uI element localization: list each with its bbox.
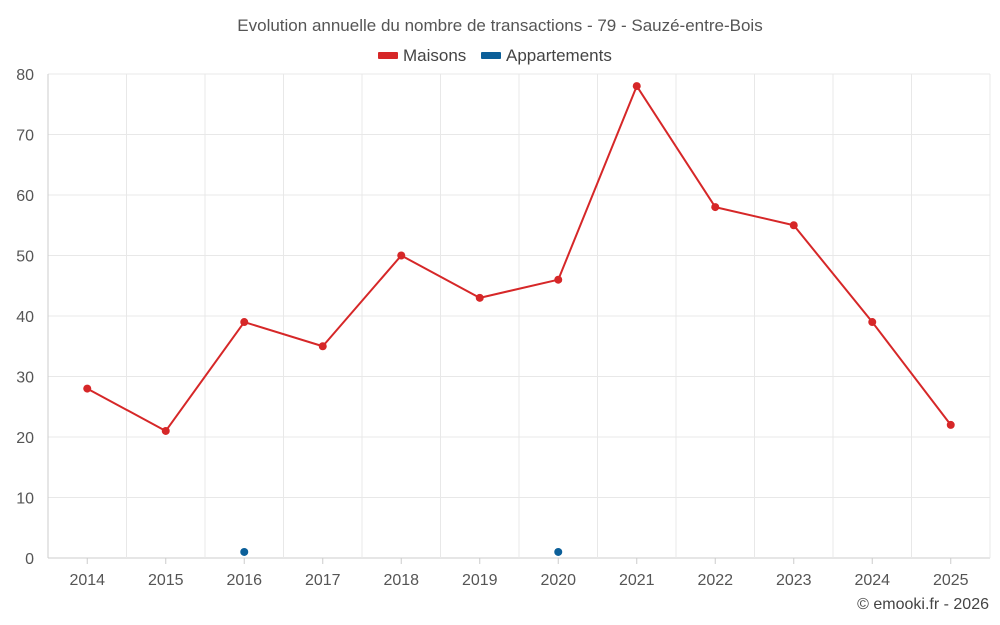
credit-text: © emooki.fr - 2026 bbox=[857, 596, 989, 613]
data-point-maisons-2019[interactable] bbox=[475, 293, 484, 302]
y-tick-label-20: 20 bbox=[16, 430, 34, 447]
x-tick-label-2015: 2015 bbox=[148, 572, 184, 589]
legend-item-maisons[interactable]: Maisons bbox=[378, 46, 466, 65]
y-tick-label-0: 0 bbox=[25, 551, 34, 568]
chart-title: Evolution annuelle du nombre de transact… bbox=[237, 16, 762, 35]
x-tick-label-2017: 2017 bbox=[305, 572, 341, 589]
y-tick-label-50: 50 bbox=[16, 249, 34, 266]
data-point-maisons-2021[interactable] bbox=[632, 82, 641, 91]
data-point-maisons-2025[interactable] bbox=[946, 420, 955, 429]
x-tick-label-2014: 2014 bbox=[69, 572, 105, 589]
legend-label-appartements: Appartements bbox=[506, 46, 612, 65]
y-axis: 0 10 20 30 40 50 60 70 80 bbox=[16, 67, 34, 568]
data-point-appartements-2016[interactable] bbox=[240, 547, 249, 556]
data-point-maisons-2017[interactable] bbox=[318, 342, 327, 351]
x-tick-label-2021: 2021 bbox=[619, 572, 655, 589]
data-point-maisons-2023[interactable] bbox=[789, 221, 798, 230]
legend-label-maisons: Maisons bbox=[403, 46, 466, 65]
legend: Maisons Appartements bbox=[378, 46, 612, 65]
data-point-maisons-2014[interactable] bbox=[83, 384, 92, 393]
data-point-maisons-2024[interactable] bbox=[868, 318, 877, 327]
data-point-maisons-2020[interactable] bbox=[554, 275, 563, 284]
x-tick-label-2025: 2025 bbox=[933, 572, 969, 589]
y-tick-label-30: 30 bbox=[16, 370, 34, 387]
legend-swatch-appartements bbox=[481, 52, 501, 59]
data-point-maisons-2015[interactable] bbox=[161, 426, 170, 435]
y-tick-label-60: 60 bbox=[16, 188, 34, 205]
legend-item-appartements[interactable]: Appartements bbox=[481, 46, 612, 65]
x-tick-label-2018: 2018 bbox=[383, 572, 419, 589]
data-point-appartements-2020[interactable] bbox=[554, 547, 563, 556]
y-tick-label-70: 70 bbox=[16, 128, 34, 145]
data-point-maisons-2018[interactable] bbox=[397, 251, 406, 260]
grid bbox=[47, 73, 991, 559]
y-tick-label-40: 40 bbox=[16, 309, 34, 326]
legend-swatch-maisons bbox=[378, 52, 398, 59]
data-point-maisons-2016[interactable] bbox=[240, 318, 249, 327]
x-tick-label-2022: 2022 bbox=[697, 572, 733, 589]
series-line-maisons bbox=[86, 85, 952, 432]
x-axis: 2014 2015 2016 2017 2018 2019 2020 2021 2022 2023… bbox=[69, 558, 969, 589]
x-tick-label-2023: 2023 bbox=[776, 572, 812, 589]
x-tick-label-2024: 2024 bbox=[854, 572, 890, 589]
x-tick-label-2016: 2016 bbox=[226, 572, 262, 589]
x-tick-label-2019: 2019 bbox=[462, 572, 498, 589]
y-tick-label-10: 10 bbox=[16, 491, 34, 508]
series-layer bbox=[83, 82, 955, 556]
y-tick-label-80: 80 bbox=[16, 67, 34, 84]
x-tick-label-2020: 2020 bbox=[540, 572, 576, 589]
data-point-maisons-2022[interactable] bbox=[711, 203, 720, 212]
